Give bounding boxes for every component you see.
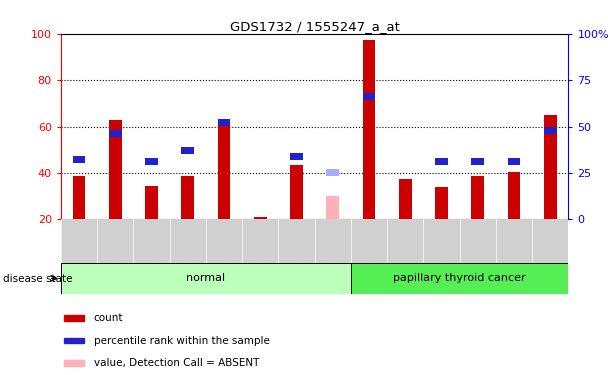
Bar [61, 262, 351, 294]
Bar [326, 196, 339, 219]
Bar [242, 219, 278, 262]
Bar [326, 169, 339, 176]
Bar [64, 360, 85, 366]
Text: value, Detection Call = ABSENT: value, Detection Call = ABSENT [94, 358, 259, 368]
Bar [460, 219, 496, 262]
Bar [278, 219, 315, 262]
Bar [508, 158, 520, 165]
Bar [351, 262, 568, 294]
Text: count: count [94, 313, 123, 323]
Bar [181, 147, 194, 154]
Bar [64, 315, 85, 321]
Text: percentile rank within the sample: percentile rank within the sample [94, 336, 269, 345]
Bar [496, 219, 532, 262]
Text: normal: normal [186, 273, 226, 284]
Bar [72, 156, 85, 163]
Bar [471, 158, 484, 165]
Bar [64, 338, 85, 343]
Bar [133, 219, 170, 262]
Bar [508, 172, 520, 219]
Bar [145, 158, 158, 165]
Bar [363, 93, 375, 100]
Bar [351, 219, 387, 262]
Bar [97, 219, 133, 262]
Bar [218, 120, 230, 219]
Bar [109, 120, 122, 219]
Bar [254, 217, 266, 219]
Bar [145, 186, 158, 219]
Bar [61, 219, 97, 262]
Bar [435, 158, 448, 165]
Bar [471, 177, 484, 219]
Bar [290, 165, 303, 219]
Bar [181, 177, 194, 219]
Bar [532, 219, 568, 262]
Bar [218, 119, 230, 126]
Bar [544, 115, 557, 219]
Bar [290, 153, 303, 159]
Bar [387, 219, 423, 262]
Bar [206, 219, 242, 262]
Bar [423, 219, 460, 262]
Bar [435, 187, 448, 219]
Text: papillary thyroid cancer: papillary thyroid cancer [393, 273, 526, 284]
Bar [544, 127, 557, 134]
Bar [399, 179, 412, 219]
Text: disease state: disease state [3, 274, 72, 284]
Bar [315, 219, 351, 262]
Bar [72, 177, 85, 219]
Bar [170, 219, 206, 262]
Title: GDS1732 / 1555247_a_at: GDS1732 / 1555247_a_at [230, 20, 399, 33]
Bar [109, 130, 122, 137]
Bar [363, 39, 375, 219]
